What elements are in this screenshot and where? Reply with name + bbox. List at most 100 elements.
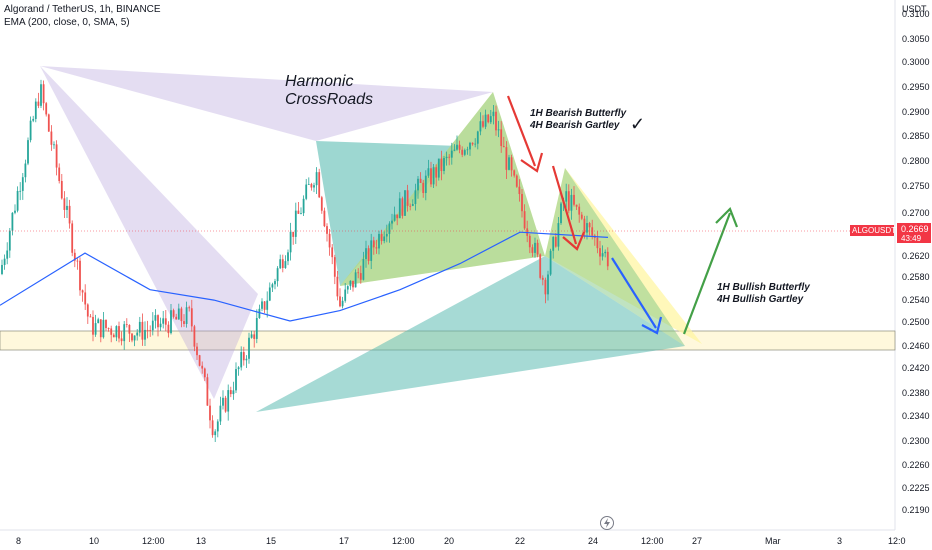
candle-body	[177, 308, 180, 320]
time-tick-label: 27	[692, 536, 702, 546]
candle-body	[219, 405, 222, 422]
time-axis[interactable]: 8 10 12:00 13 15 17 12:00 20 22 24 12:00 27 Mar 3 12:0	[16, 536, 906, 546]
candle-body	[136, 332, 139, 336]
candle-body	[268, 287, 271, 301]
candle-body	[276, 268, 279, 282]
candle-body	[274, 281, 276, 285]
candle-body	[469, 142, 471, 150]
candle-body	[110, 328, 113, 335]
green-arrow	[682, 207, 739, 335]
purple-left-triangle	[40, 66, 258, 399]
candle-body	[458, 144, 461, 150]
candle-body	[58, 167, 61, 181]
candle-body	[151, 320, 154, 331]
time-tick-label: 24	[588, 536, 598, 546]
candle-body	[255, 318, 258, 339]
candle-body	[505, 147, 508, 170]
candle-body	[482, 121, 484, 127]
symbol-tag	[850, 225, 894, 236]
candle-body	[170, 310, 172, 334]
candle-body	[339, 296, 341, 307]
bearish-label-1: 1H Bearish Butterfly	[530, 108, 627, 119]
lightning-icon[interactable]	[600, 516, 614, 530]
candle-body	[365, 248, 367, 260]
candle-body	[391, 220, 393, 224]
candle-body	[463, 150, 466, 155]
price-tick-label: 0.2380	[902, 388, 930, 398]
price-badge: ALGOUSDT 0.2669 43:49	[0, 223, 931, 243]
ema-line	[0, 231, 609, 322]
candle-body	[323, 210, 326, 227]
candle-body	[21, 177, 24, 191]
time-tick-label: 12:00	[142, 536, 165, 546]
candle-body	[63, 198, 66, 210]
candle-body	[518, 186, 521, 195]
candle-body	[86, 304, 89, 317]
candle-body	[180, 308, 183, 322]
candle-body	[29, 120, 32, 141]
candle-body	[141, 321, 144, 340]
candle-body	[190, 308, 193, 327]
time-tick-label: 8	[16, 536, 21, 546]
candle-body	[521, 194, 523, 212]
candle-body	[302, 198, 305, 214]
arrows	[506, 95, 739, 335]
candle-body	[281, 259, 284, 268]
candle-body	[554, 236, 557, 247]
candle-body	[79, 260, 81, 291]
candle-body	[375, 247, 378, 249]
candle-body	[81, 290, 84, 293]
candle-body	[471, 142, 474, 145]
candle-body	[258, 308, 261, 319]
symbol-tag-text: ALGOUSDT	[852, 226, 896, 235]
candle-body	[586, 223, 588, 233]
time-tick-label: 12:0	[888, 536, 906, 546]
candle-body	[131, 333, 133, 341]
price-tick-label: 0.2340	[902, 411, 930, 421]
candle-body	[456, 144, 458, 150]
candle-body	[565, 191, 568, 202]
candle-body	[284, 261, 287, 268]
candle-body	[378, 233, 380, 249]
candle-body	[349, 280, 352, 287]
candle-body	[222, 397, 224, 406]
candle-body	[183, 321, 185, 324]
candle-body	[515, 175, 518, 187]
candle-body	[250, 334, 253, 338]
candle-body	[354, 272, 357, 288]
candle-body	[510, 157, 513, 171]
candle-body	[42, 84, 45, 104]
candle-body	[466, 149, 469, 151]
purple-right-triangle	[40, 66, 493, 141]
candle-body	[185, 307, 188, 324]
candle-body	[47, 114, 50, 132]
candle-body	[305, 184, 308, 199]
candle-body	[175, 316, 178, 320]
candle-body	[547, 274, 549, 295]
candle-body	[352, 280, 354, 288]
candle-body	[16, 190, 19, 211]
price-tick-label: 0.2460	[902, 341, 930, 351]
candle-body	[476, 131, 479, 144]
price-tick-label: 0.2580	[902, 272, 930, 282]
candle-body	[27, 140, 29, 164]
candle-body	[487, 114, 490, 123]
candle-body	[333, 257, 336, 277]
candle-body	[443, 158, 445, 172]
candle-body	[313, 185, 315, 188]
candle-body	[401, 198, 404, 216]
brand-line-1: Harmonic	[285, 73, 353, 90]
candle-body	[201, 365, 204, 369]
candle-body	[211, 420, 214, 436]
candle-body	[380, 233, 383, 242]
candle-body	[588, 223, 591, 228]
candle-body	[99, 319, 102, 338]
candle-body	[307, 184, 310, 185]
candle-body	[430, 168, 432, 185]
candle-body	[242, 352, 245, 361]
candle-body	[261, 301, 263, 309]
candle-body	[162, 318, 165, 324]
candle-body	[396, 214, 399, 219]
candle-body	[531, 247, 534, 253]
